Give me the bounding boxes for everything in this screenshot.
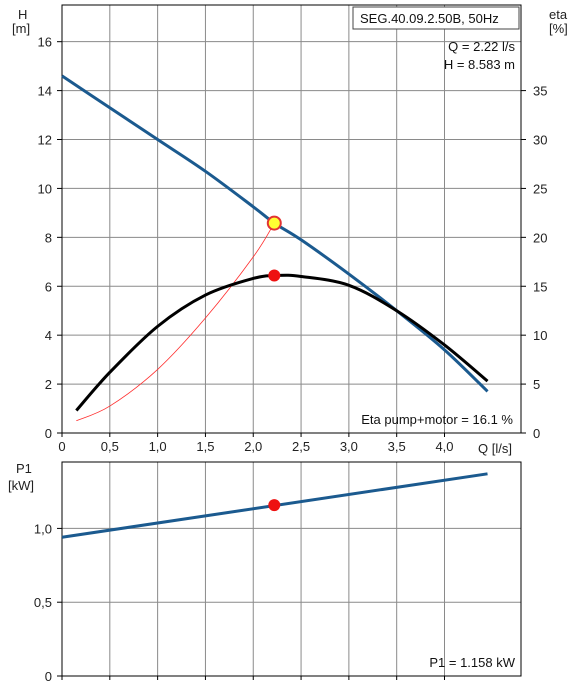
y-tick-label: 4 [45, 328, 52, 343]
y-axis-title-top: H [18, 7, 27, 22]
y2-tick-label: 35 [533, 84, 547, 99]
x-tick-label: 2,5 [292, 439, 310, 454]
x-tick-label: 1,0 [149, 439, 167, 454]
top-chart-frame [61, 4, 522, 434]
top-series-layer [61, 74, 489, 422]
bottom-series-layer [61, 472, 488, 539]
y2-tick-label: 5 [533, 377, 540, 392]
y-tick-label: 6 [45, 279, 52, 294]
y-tick-labels: 0 2 4 6 8 10 12 14 16 [38, 35, 62, 441]
x-tick-labels: 0 0,5 1,0 1,5 2,0 2,5 3,0 3,5 4,0 [58, 433, 454, 454]
chart-title: SEG.40.09.2.50B, 50Hz [360, 11, 499, 26]
y-tick-label: 8 [45, 230, 52, 245]
power-readout: P1 = 1.158 kW [429, 655, 515, 670]
y-tick-label: 10 [38, 181, 52, 196]
title-box [352, 6, 520, 30]
pump-qh-curve [61, 74, 489, 393]
x-tick-label: 3,5 [388, 439, 406, 454]
y2-tick-label: 25 [533, 181, 547, 196]
y2-tick-label: 0 [533, 426, 540, 441]
y-tick-label: 2 [45, 377, 52, 392]
duty-point-marker [266, 215, 282, 231]
power-duty-marker [268, 499, 281, 512]
x-tick-label: 1,5 [196, 439, 214, 454]
power-tick-label: 0 [45, 669, 52, 684]
power-tick-label: 0,5 [34, 595, 52, 610]
power-tick-labels: 0 0,5 1,0 [34, 521, 445, 684]
y2-tick-label: 30 [533, 133, 547, 148]
y2-tick-label: 20 [533, 230, 547, 245]
system-curve [76, 222, 275, 422]
x-tick-label: 2,0 [244, 439, 262, 454]
power-axis-title-top: P1 [16, 461, 32, 476]
power-axis-title-unit: [kW] [8, 478, 34, 493]
efficiency-readout: Eta pump+motor = 16.1 % [361, 412, 513, 427]
efficiency-duty-marker [268, 269, 281, 282]
x-tick-label: 3,0 [340, 439, 358, 454]
y-axis-title-unit: [m] [12, 21, 30, 36]
x-tick-label: 4,0 [435, 439, 453, 454]
y-tick-label: 0 [45, 426, 52, 441]
y-tick-label: 16 [38, 35, 52, 50]
x-axis-title: Q [l/s] [478, 441, 512, 456]
y2-tick-label: 10 [533, 328, 547, 343]
power-tick-label: 1,0 [34, 521, 52, 536]
bottom-chart-grid [62, 462, 521, 676]
y2-tick-labels: 0 5 10 15 20 25 30 35 [521, 84, 547, 441]
efficiency-curve [75, 273, 489, 412]
y-tick-label: 12 [38, 133, 52, 148]
head-readout: H = 8.583 m [444, 57, 515, 72]
y2-axis-title-unit: [%] [549, 21, 568, 36]
y-tick-label: 14 [38, 84, 52, 99]
x-tick-label: 0 [58, 439, 65, 454]
x-tick-label: 0,5 [101, 439, 119, 454]
y2-axis-title-top: eta [549, 7, 568, 22]
top-chart-grid [62, 5, 521, 433]
y2-tick-label: 15 [533, 279, 547, 294]
bottom-chart-frame [61, 461, 522, 677]
flow-readout: Q = 2.22 l/s [448, 39, 515, 54]
